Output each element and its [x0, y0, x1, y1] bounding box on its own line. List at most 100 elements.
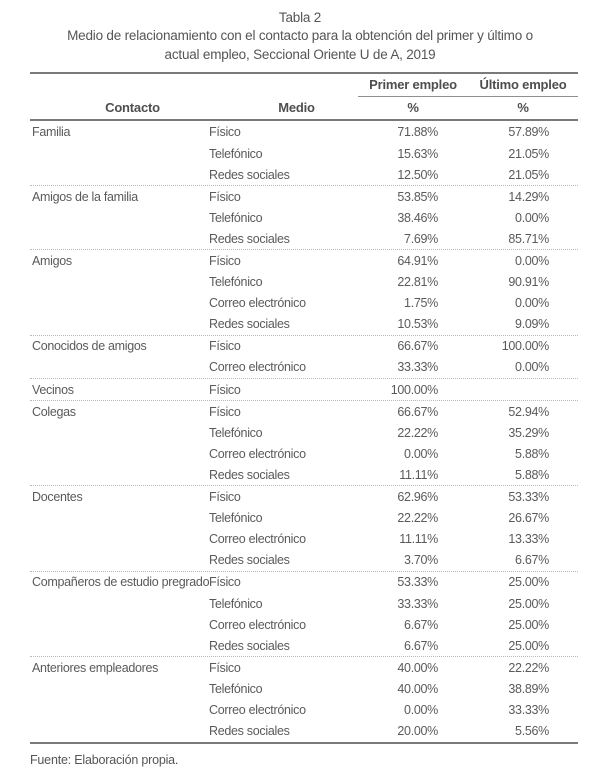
primer-empleo-value: 15.63%: [397, 146, 438, 161]
ultimo-empleo-value: 0.00%: [515, 296, 549, 311]
table-row: Correo electrónico 0.00% 5.88%: [30, 443, 578, 464]
primer-empleo-value: 64.91%: [397, 254, 438, 268]
table-row: Telefónico 22.81% 90.91%: [30, 272, 578, 293]
medio-cell: Redes sociales: [209, 638, 290, 653]
ultimo-empleo-value: 35.29%: [508, 425, 549, 440]
primer-empleo-value: 33.33%: [397, 360, 438, 375]
table-row: Telefónico 15.63% 21.05%: [30, 143, 578, 164]
ultimo-empleo-value: 13.33%: [508, 532, 549, 547]
ultimo-empleo-value: 25.00%: [508, 617, 549, 632]
primer-empleo-value: 66.67%: [397, 404, 438, 419]
data-table: Primer empleo Último empleo Contacto Med…: [30, 71, 578, 744]
medio-cell: Físico: [209, 404, 241, 419]
table-row: Amigos Físico 64.91% 0.00%: [30, 250, 578, 271]
header-spacer: [30, 74, 358, 97]
contacto-cell: Docentes: [32, 490, 83, 505]
primer-empleo-value: 12.50%: [397, 167, 438, 182]
medio-cell: Correo electrónico: [209, 296, 306, 311]
primer-empleo-value: 40.00%: [397, 660, 438, 675]
contact-group: Amigos Físico 64.91% 0.00% Telefónico 22.81% 9…: [30, 249, 578, 334]
table-header-row: Contacto Medio % %: [30, 97, 578, 119]
contacto-cell: Amigos de la familia: [32, 189, 138, 204]
table-row: Redes sociales 12.50% 21.05%: [30, 164, 578, 185]
contacto-cell: Amigos: [32, 254, 72, 268]
medio-cell: Telefónico: [209, 511, 263, 526]
medio-cell: Correo electrónico: [209, 360, 306, 375]
ultimo-empleo-value: 0.00%: [515, 254, 549, 268]
ultimo-empleo-value: 22.22%: [508, 660, 549, 675]
table-header: Primer empleo Último empleo Contacto Med…: [30, 71, 578, 121]
contact-group: Familia Físico 71.88% 57.89% Telefónico 15.63…: [30, 122, 578, 185]
contacto-cell: Conocidos de amigos: [32, 339, 147, 354]
ultimo-empleo-value: 38.89%: [508, 681, 549, 696]
ultimo-empleo-value: 0.00%: [515, 360, 549, 375]
ultimo-empleo-value: 5.88%: [515, 467, 549, 482]
ultimo-empleo-value: 25.00%: [508, 596, 549, 611]
primer-empleo-value: 11.11%: [399, 467, 438, 482]
table-row: Telefónico 38.46% 0.00%: [30, 207, 578, 228]
table-row: Vecinos Físico 100.00%: [30, 379, 578, 400]
medio-cell: Físico: [209, 575, 241, 590]
table-row: Telefónico 22.22% 35.29%: [30, 422, 578, 443]
primer-empleo-value: 62.96%: [397, 490, 438, 505]
primer-empleo-value: 10.53%: [397, 317, 438, 332]
primer-empleo-value: 11.11%: [399, 532, 438, 547]
contact-group: Amigos de la familia Físico 53.85% 14.29% Te…: [30, 185, 578, 249]
ultimo-empleo-value: 21.05%: [508, 167, 549, 182]
medio-cell: Telefónico: [209, 681, 263, 696]
ultimo-empleo-value: 100.00%: [501, 339, 550, 354]
table-row: Anteriores empleadores Físico 40.00% 22.22%: [30, 657, 578, 678]
ultimo-empleo-value: 6.67%: [515, 553, 549, 568]
primer-empleo-value: 6.67%: [404, 638, 438, 653]
table-row: Correo electrónico 33.33% 0.00%: [30, 357, 578, 378]
ultimo-empleo-value: 25.00%: [508, 638, 549, 653]
ultimo-empleo-value: 0.00%: [515, 210, 549, 225]
contact-group: Vecinos Físico 100.00%: [30, 378, 578, 400]
ultimo-empleo-value: 21.05%: [508, 146, 549, 161]
column-header-percent-primer: %: [407, 100, 419, 116]
table-title-line2: actual empleo, Seccional Oriente U de A,…: [164, 46, 436, 62]
primer-empleo-value: 40.00%: [397, 681, 438, 696]
medio-cell: Físico: [209, 125, 241, 140]
table-row: Redes sociales 11.11% 5.88%: [30, 464, 578, 485]
primer-empleo-value: 7.69%: [404, 231, 438, 246]
table-row: Redes sociales 3.70% 6.67%: [30, 550, 578, 571]
primer-empleo-value: 3.70%: [404, 553, 438, 568]
medio-cell: Telefónico: [209, 210, 263, 225]
employment-span-group: Primer empleo Último empleo: [358, 74, 578, 97]
table-row: Familia Físico 71.88% 57.89%: [30, 122, 578, 143]
primer-empleo-value: 33.33%: [397, 596, 438, 611]
table-body-wrap: Familia Físico 71.88% 57.89% Telefónico 15.63…: [30, 121, 578, 744]
column-header-medio: Medio: [278, 100, 315, 116]
ultimo-empleo-value: 57.89%: [508, 125, 549, 140]
primer-empleo-value: 71.88%: [397, 125, 438, 140]
medio-cell: Telefónico: [209, 146, 263, 161]
primer-empleo-value: 22.22%: [397, 425, 438, 440]
medio-cell: Telefónico: [209, 596, 263, 611]
table-row: Redes sociales 10.53% 9.09%: [30, 314, 578, 335]
medio-cell: Redes sociales: [209, 724, 290, 739]
medio-cell: Físico: [209, 254, 241, 268]
ultimo-empleo-value: 9.09%: [515, 317, 549, 332]
table-row: Redes sociales 6.67% 25.00%: [30, 635, 578, 656]
medio-cell: Físico: [209, 189, 241, 204]
primer-empleo-value: 53.85%: [397, 189, 438, 204]
column-header-ultimo-empleo: Último empleo: [479, 77, 567, 93]
medio-cell: Físico: [209, 382, 241, 397]
contacto-cell: Anteriores empleadores: [32, 660, 159, 675]
column-header-primer-empleo: Primer empleo: [369, 77, 457, 93]
contacto-cell: Vecinos: [32, 382, 74, 397]
medio-cell: Correo electrónico: [209, 532, 306, 547]
table-row: Correo electrónico 0.00% 33.33%: [30, 699, 578, 720]
contacto-cell: Familia: [32, 125, 71, 140]
ultimo-empleo-value: 53.33%: [508, 490, 549, 505]
table-row: Correo electrónico 6.67% 25.00%: [30, 614, 578, 635]
primer-empleo-value: 6.67%: [404, 617, 438, 632]
medio-cell: Físico: [209, 660, 241, 675]
table-caption: Tabla 2 Medio de relacionamiento con el …: [0, 0, 600, 64]
primer-empleo-value: 66.67%: [397, 339, 438, 354]
table-source: Fuente: Elaboración propia.: [30, 752, 179, 767]
primer-empleo-value: 38.46%: [397, 210, 438, 225]
table-header-spanner-row: Primer empleo Último empleo: [30, 74, 578, 97]
